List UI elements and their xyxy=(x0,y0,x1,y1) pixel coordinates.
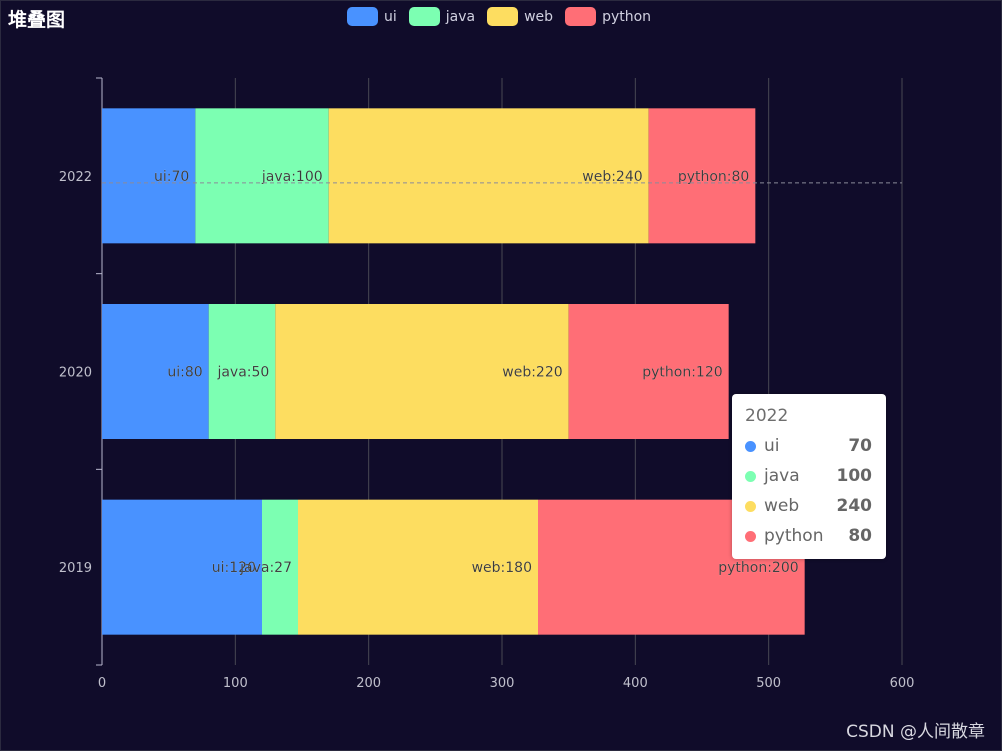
legend-item-ui[interactable]: ui xyxy=(347,7,397,26)
tooltip-name-java: java xyxy=(764,466,800,486)
x-tick-label: 500 xyxy=(756,676,781,691)
tooltip-name-python: python xyxy=(764,526,824,546)
tooltip-value-web: 240 xyxy=(836,496,873,516)
tooltip-value-python: 80 xyxy=(848,526,872,546)
x-tick-label: 0 xyxy=(98,676,106,691)
data-label-python-2022: python:80 xyxy=(678,169,750,185)
legend-item-web[interactable]: web xyxy=(487,7,553,26)
tooltip-dot-ui xyxy=(745,440,756,452)
bar-python-2022 xyxy=(648,108,756,244)
legend-label-ui: ui xyxy=(384,8,397,25)
chart-title: 堆叠图 xyxy=(8,9,66,31)
legend-swatch-ui xyxy=(347,7,378,26)
tooltip-name-ui: ui xyxy=(764,436,780,456)
legend-swatch-java xyxy=(408,7,440,26)
data-label-java-2022: java:100 xyxy=(261,169,323,185)
data-label-python-2020: python:120 xyxy=(642,365,722,381)
data-label-ui-2019: ui:120 xyxy=(212,560,256,576)
legend: ui java web python xyxy=(347,7,663,26)
tooltip-dot-python xyxy=(745,530,756,542)
watermark: CSDN @人间散章 xyxy=(846,722,985,742)
bar-ui-2019 xyxy=(102,499,262,635)
data-label-web-2022: web:240 xyxy=(582,169,642,185)
tooltip-dot-java xyxy=(745,470,756,482)
bar-ui-2022 xyxy=(102,108,196,244)
x-tick-label: 100 xyxy=(223,676,248,691)
legend-label-python: python xyxy=(602,8,652,25)
legend-item-python[interactable]: python xyxy=(565,7,651,26)
tooltip: 2022 ui 70 java 100 web 240 python 80 xyxy=(732,394,886,559)
tooltip-row-ui: ui 70 xyxy=(745,431,872,461)
tooltip-row-java: java 100 xyxy=(745,461,872,491)
tooltip-dot-web xyxy=(745,500,756,512)
legend-label-web: web xyxy=(524,8,554,25)
data-label-java-2019: java:27 xyxy=(239,560,292,576)
legend-item-java[interactable]: java xyxy=(408,7,476,26)
data-label-python-2019: python:200 xyxy=(718,560,798,576)
legend-swatch-python xyxy=(565,7,597,26)
x-tick-label: 300 xyxy=(490,676,515,691)
x-tick-label: 200 xyxy=(356,676,381,691)
tooltip-value-java: 100 xyxy=(836,466,873,486)
tooltip-row-web: web 240 xyxy=(745,491,872,521)
y-tick-label: 2022 xyxy=(59,170,92,185)
bar-python-2020 xyxy=(568,303,729,440)
tooltip-title: 2022 xyxy=(745,406,789,426)
data-label-ui-2020: ui:80 xyxy=(167,365,202,381)
y-tick-label: 2020 xyxy=(59,366,92,381)
tooltip-name-web: web xyxy=(764,496,800,516)
bar-java-2020 xyxy=(208,303,276,440)
bar-java-2022 xyxy=(195,108,329,244)
y-tick-label: 2019 xyxy=(59,561,92,576)
data-label-ui-2022: ui:70 xyxy=(154,169,189,185)
bar-ui-2020 xyxy=(102,303,209,440)
x-tick-label: 400 xyxy=(623,676,648,691)
tooltip-value-ui: 70 xyxy=(848,436,872,456)
bar-web-2020 xyxy=(275,303,569,440)
legend-label-java: java xyxy=(445,8,476,25)
tooltip-row-python: python 80 xyxy=(745,521,872,551)
x-tick-label: 600 xyxy=(890,676,915,691)
data-label-web-2020: web:220 xyxy=(502,365,562,381)
legend-swatch-web xyxy=(487,7,519,26)
bar-web-2022 xyxy=(328,108,649,244)
bar-web-2019 xyxy=(298,499,538,635)
data-label-web-2019: web:180 xyxy=(472,560,532,576)
bar-java-2019 xyxy=(262,499,298,635)
data-label-java-2020: java:50 xyxy=(216,365,269,381)
